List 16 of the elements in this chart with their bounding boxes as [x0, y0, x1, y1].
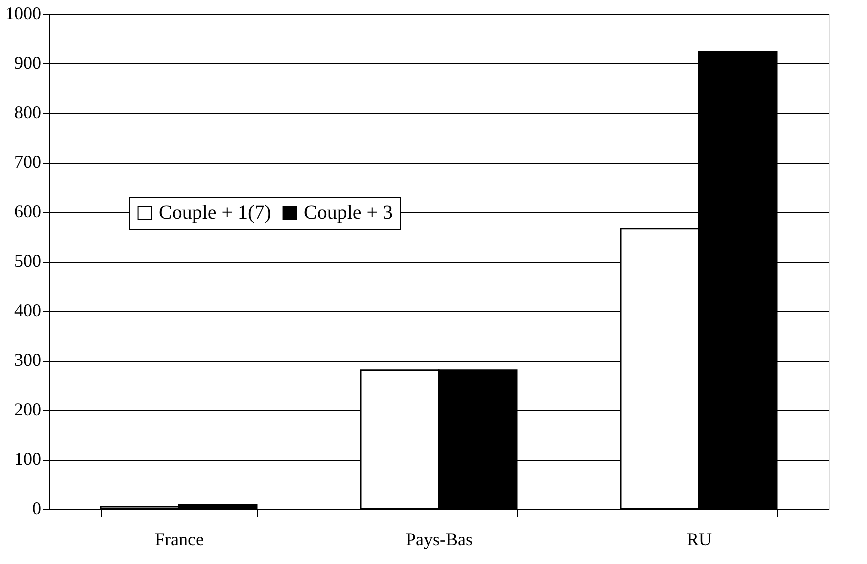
- y-tick-label: 500: [14, 251, 42, 271]
- legend-label: Couple + 3: [304, 202, 394, 224]
- y-tick-label: 900: [14, 53, 42, 73]
- legend-label: Couple + 1(7): [159, 202, 272, 224]
- x-tick-label: RU: [686, 530, 712, 550]
- y-tick-label: 700: [14, 152, 42, 172]
- x-tick-label: Pays-Bas: [406, 530, 473, 550]
- x-tick-label: France: [155, 530, 204, 550]
- y-tick-label: 600: [14, 202, 42, 222]
- y-tick-label: 800: [14, 102, 42, 122]
- y-tick-label: 1000: [6, 4, 42, 24]
- y-tick-label: 0: [32, 498, 42, 518]
- y-tick-label: 100: [14, 449, 42, 469]
- y-tick-label: 200: [14, 400, 42, 420]
- y-tick-label: 400: [14, 300, 42, 320]
- y-tick-label: 300: [14, 350, 42, 370]
